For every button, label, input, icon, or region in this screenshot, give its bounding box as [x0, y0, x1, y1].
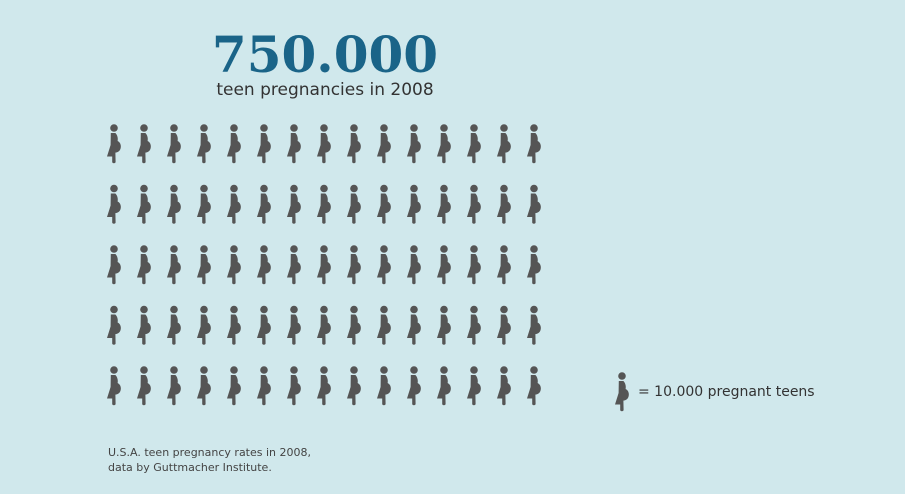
pregnant-woman-icon	[377, 245, 391, 285]
pregnant-woman-icon	[107, 184, 121, 224]
pregnant-woman-icon	[437, 124, 451, 164]
pregnant-woman-icon	[467, 124, 481, 164]
legend-label: = 10.000 pregnant teens	[638, 384, 815, 400]
pregnant-woman-icon	[257, 366, 271, 406]
pregnant-woman-icon	[407, 184, 421, 224]
pregnant-woman-icon	[197, 124, 211, 164]
pregnant-woman-icon	[377, 124, 391, 164]
pregnant-woman-icon	[167, 124, 181, 164]
pregnant-woman-icon	[377, 184, 391, 224]
pregnant-woman-icon	[167, 184, 181, 224]
pregnant-woman-icon	[527, 124, 541, 164]
source-line-1: U.S.A. teen pregnancy rates in 2008,	[108, 446, 312, 459]
pregnant-woman-icon	[197, 366, 211, 406]
pregnant-woman-icon	[107, 124, 121, 164]
pregnant-woman-icon	[107, 245, 121, 285]
pregnant-woman-icon	[107, 366, 121, 406]
pregnant-woman-icon	[347, 305, 361, 345]
pregnant-woman-icon	[407, 305, 421, 345]
pregnant-woman-icon	[137, 184, 151, 224]
pregnant-woman-icon	[407, 245, 421, 285]
pregnant-woman-icon	[437, 305, 451, 345]
pregnant-woman-icon	[197, 184, 211, 224]
pregnant-woman-icon	[317, 245, 331, 285]
pregnant-woman-icon	[497, 305, 511, 345]
pregnant-woman-icon	[527, 305, 541, 345]
pregnant-woman-icon	[497, 366, 511, 406]
pregnant-woman-icon	[227, 366, 241, 406]
pregnant-woman-icon	[467, 305, 481, 345]
pregnant-woman-icon	[227, 124, 241, 164]
pregnant-woman-icon	[227, 305, 241, 345]
pregnant-woman-icon	[437, 366, 451, 406]
pregnant-woman-icon	[227, 245, 241, 285]
pregnant-woman-icon	[167, 245, 181, 285]
source-line-2: data by Guttmacher Institute.	[108, 461, 272, 474]
pregnant-woman-icon	[257, 305, 271, 345]
pregnant-woman-icon	[377, 305, 391, 345]
pregnant-woman-icon	[527, 184, 541, 224]
pregnant-woman-icon	[287, 124, 301, 164]
legend: = 10.000 pregnant teens	[612, 366, 815, 418]
pregnant-woman-icon	[167, 366, 181, 406]
pregnant-woman-icon	[347, 366, 361, 406]
pregnant-woman-icon	[527, 366, 541, 406]
pregnant-woman-icon	[197, 305, 211, 345]
pregnant-woman-icon	[317, 305, 331, 345]
pregnant-woman-icon	[317, 366, 331, 406]
pregnant-woman-icon	[317, 124, 331, 164]
pregnant-woman-icon	[467, 245, 481, 285]
pregnant-woman-icon	[467, 366, 481, 406]
pregnant-woman-icon	[137, 124, 151, 164]
pregnant-woman-icon	[497, 124, 511, 164]
pregnant-woman-icon	[527, 245, 541, 285]
pregnant-woman-icon	[497, 184, 511, 224]
pregnant-woman-icon	[615, 372, 629, 412]
pregnant-woman-icon	[497, 245, 511, 285]
pregnant-woman-icon	[437, 245, 451, 285]
pregnant-woman-icon	[287, 305, 301, 345]
pregnant-woman-icon	[347, 245, 361, 285]
headline-value: 750.000	[211, 25, 439, 84]
pregnant-woman-icon	[347, 124, 361, 164]
pregnant-woman-icon	[467, 184, 481, 224]
source-note: U.S.A. teen pregnancy rates in 2008, dat…	[108, 445, 311, 475]
pregnant-woman-icon	[137, 305, 151, 345]
pregnant-woman-icon	[347, 184, 361, 224]
pregnant-woman-icon	[167, 305, 181, 345]
pregnant-woman-icon	[287, 245, 301, 285]
headline: 750.000 teen pregnancies in 2008	[0, 25, 650, 101]
pregnant-woman-icon	[257, 124, 271, 164]
pregnant-woman-icon	[107, 305, 121, 345]
pregnant-woman-icon	[287, 366, 301, 406]
pregnant-woman-icon	[437, 184, 451, 224]
pregnant-woman-icon	[227, 184, 241, 224]
pregnant-woman-icon	[197, 245, 211, 285]
headline-subtitle: teen pregnancies in 2008	[216, 80, 434, 100]
pregnant-woman-icon	[257, 245, 271, 285]
pregnant-woman-icon	[137, 245, 151, 285]
pregnant-woman-icon	[287, 184, 301, 224]
pregnant-woman-icon	[407, 124, 421, 164]
pregnant-woman-icon	[377, 366, 391, 406]
pregnant-woman-icon	[407, 366, 421, 406]
pregnant-woman-icon	[317, 184, 331, 224]
pregnant-woman-icon	[257, 184, 271, 224]
pregnant-woman-icon	[137, 366, 151, 406]
